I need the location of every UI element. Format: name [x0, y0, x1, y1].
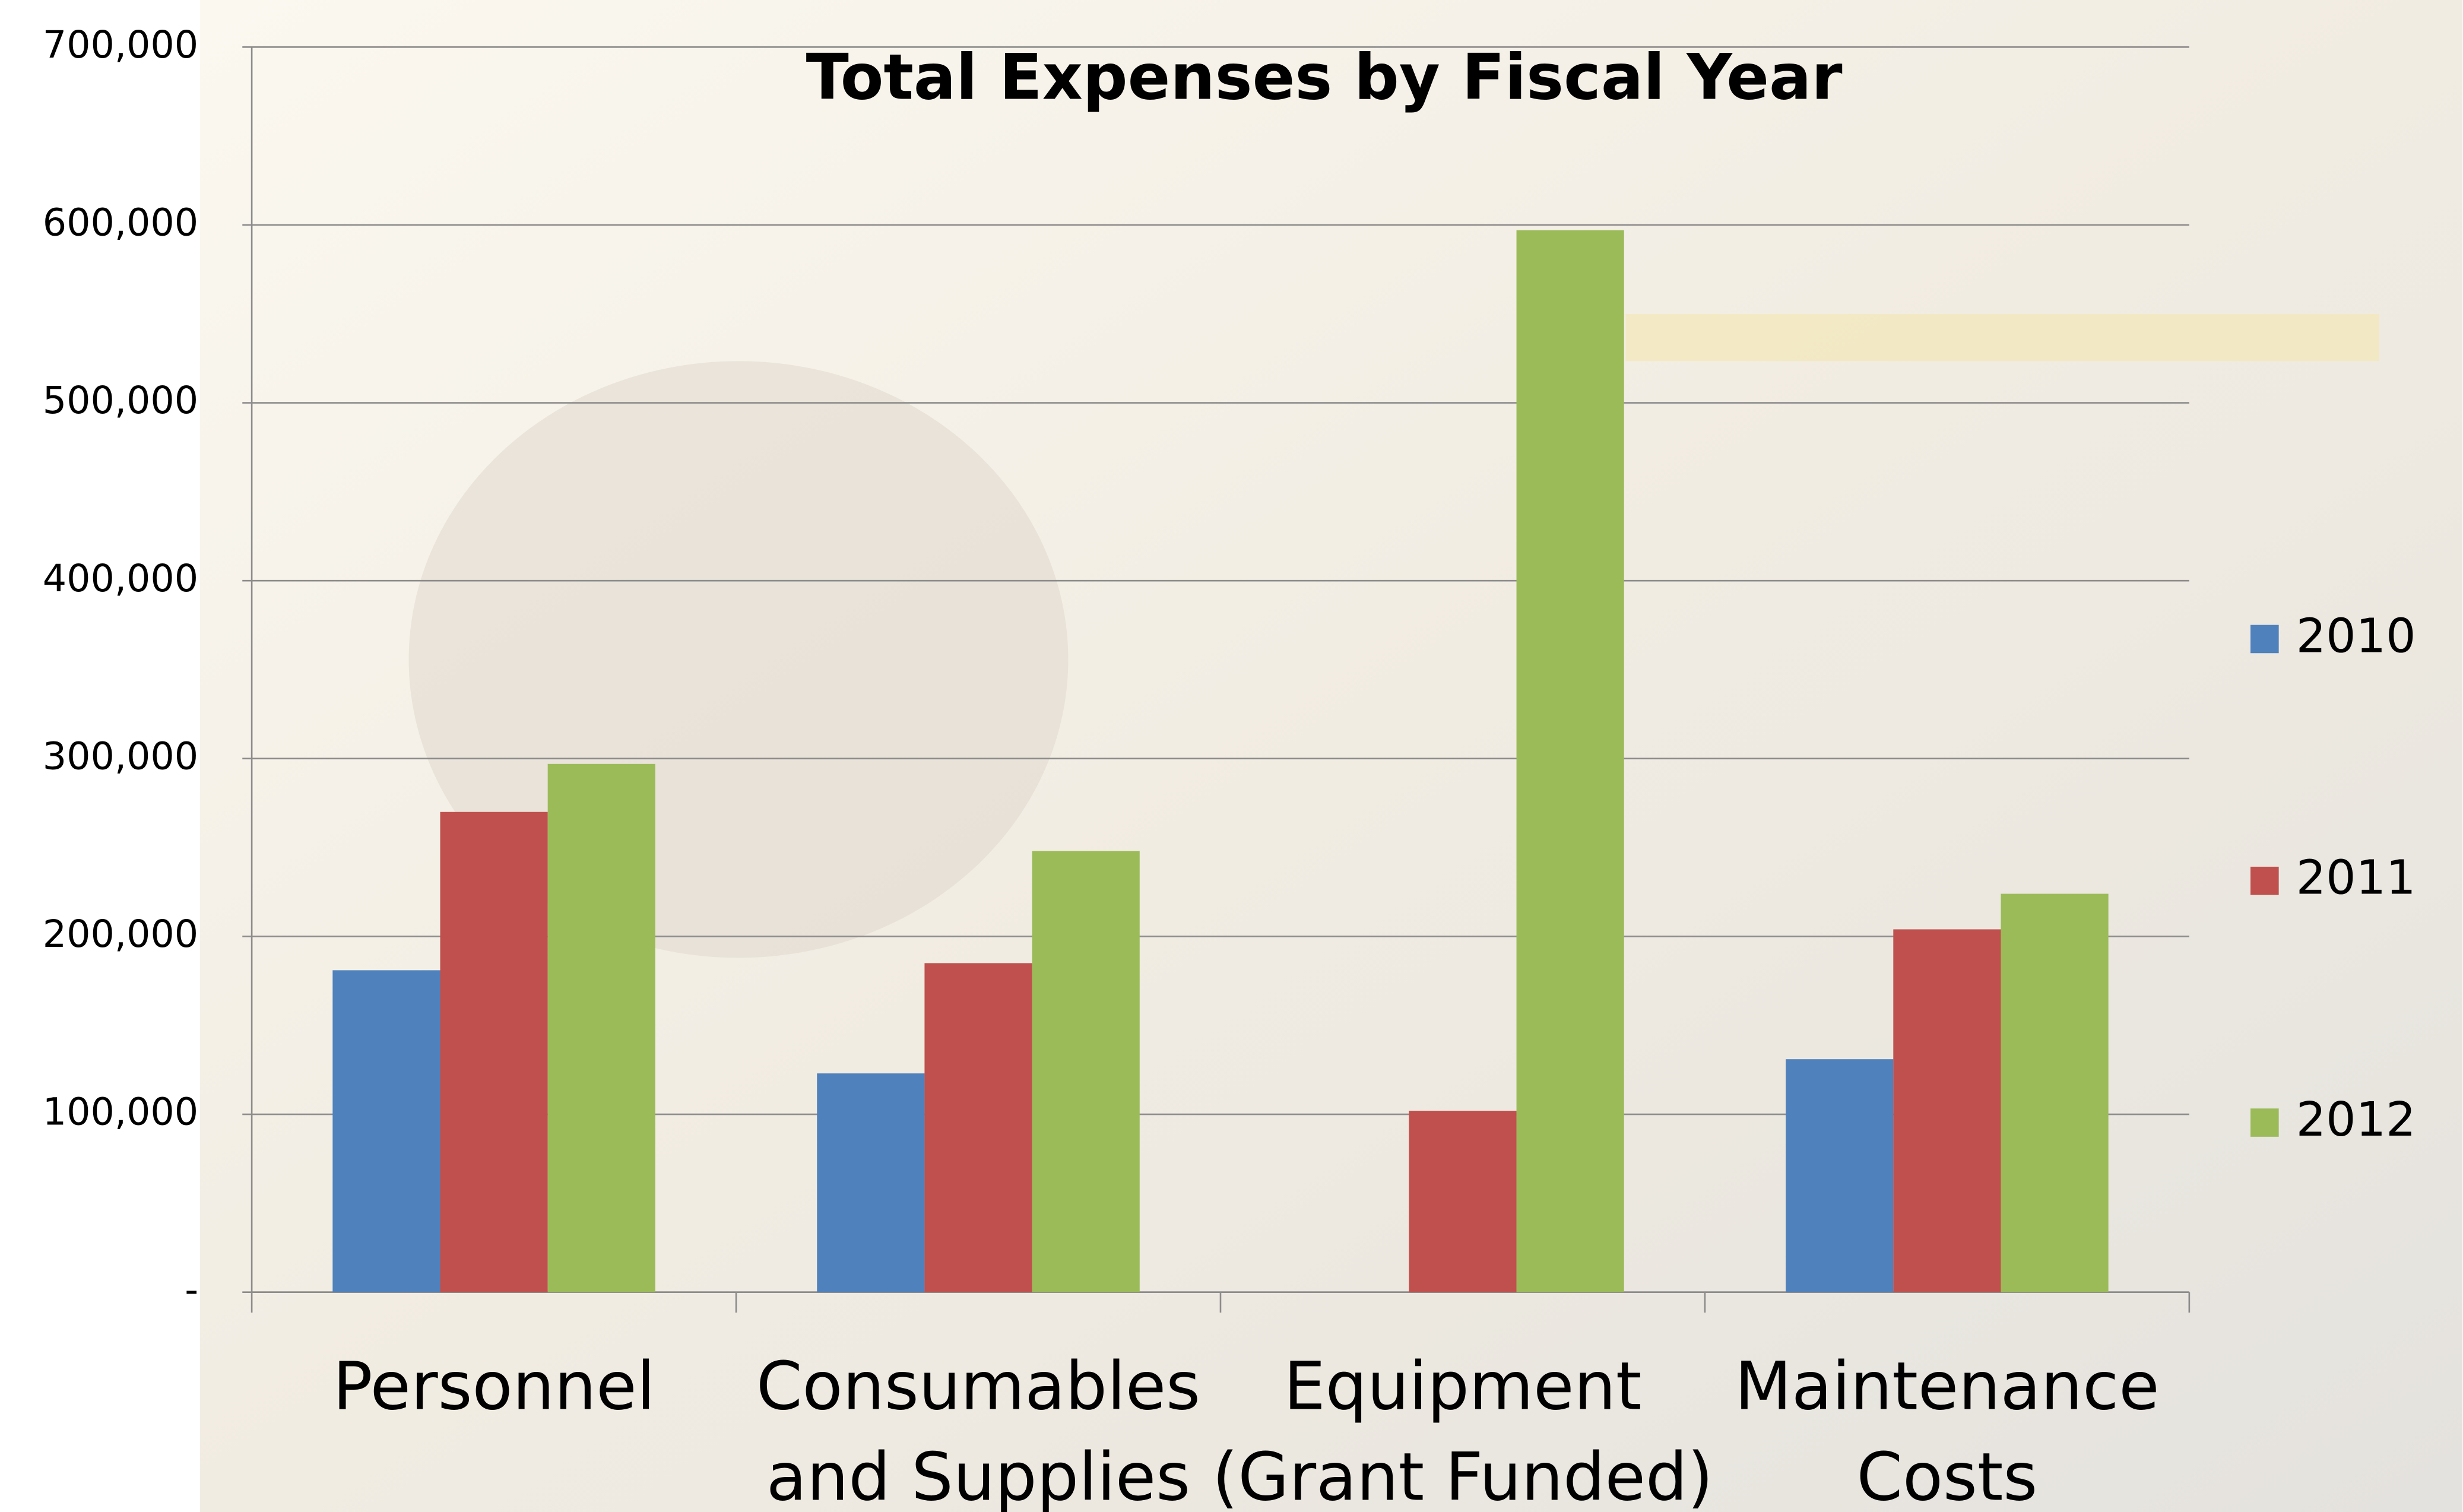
bar	[924, 963, 1032, 1292]
y-tick-label: 600,000	[43, 201, 198, 245]
photo-shade	[1625, 313, 2379, 362]
bar	[2001, 893, 2109, 1292]
legend-swatch	[2250, 866, 2279, 895]
bar	[440, 812, 548, 1292]
bar	[817, 1073, 925, 1292]
legend-swatch	[2250, 625, 2279, 654]
bar	[1786, 1059, 1894, 1292]
y-tick-label: 400,000	[43, 556, 198, 600]
legend-label: 2010	[2296, 608, 2416, 663]
bar	[1893, 929, 2001, 1292]
legend-label: 2012	[2296, 1092, 2416, 1147]
bar	[1516, 230, 1624, 1292]
legend-swatch	[2250, 1108, 2279, 1137]
x-tick-label: Maintenance Costs	[1735, 1349, 2159, 1512]
legend-label: 2011	[2296, 850, 2416, 905]
y-tick-label: -	[185, 1267, 198, 1311]
y-tick-label: 500,000	[43, 378, 198, 422]
x-tick-label: Personnel	[333, 1349, 655, 1425]
bar	[1409, 1111, 1517, 1292]
x-tick-label: Equipment (Grant Funded)	[1212, 1349, 1713, 1512]
bar	[332, 970, 440, 1292]
bar	[547, 763, 655, 1292]
y-tick-label: 100,000	[43, 1090, 198, 1134]
bar	[1032, 851, 1140, 1292]
x-tick-label: Consumables and Supplies	[756, 1349, 1200, 1512]
y-tick-label: 300,000	[43, 734, 198, 778]
chart-title: Total Expenses by Fiscal Year	[806, 40, 1843, 113]
y-tick-label: 700,000	[43, 23, 198, 66]
y-tick-label: 200,000	[43, 912, 198, 956]
